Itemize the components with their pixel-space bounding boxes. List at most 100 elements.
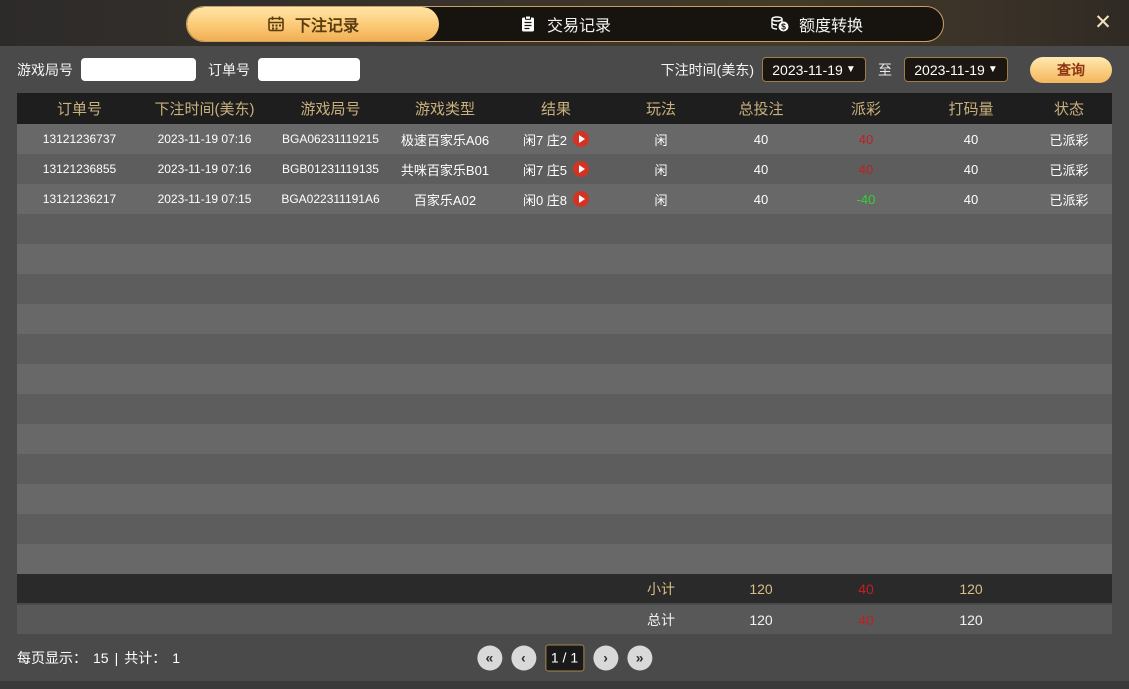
empty-cell bbox=[496, 454, 616, 484]
empty-cell bbox=[142, 274, 267, 304]
tab-label: 额度转换 bbox=[798, 18, 863, 35]
next-page-button[interactable]: › bbox=[593, 645, 619, 670]
empty-cell bbox=[816, 514, 916, 544]
empty-cell bbox=[17, 214, 142, 244]
table-header-row: 订单号 下注时间(美东) 游戏局号 游戏类型 结果 玩法 总投注 派彩 打码量 状态 bbox=[17, 93, 1112, 124]
prev-page-button[interactable]: ‹ bbox=[510, 645, 536, 670]
empty-cell bbox=[496, 394, 616, 424]
empty-cell bbox=[142, 304, 267, 334]
empty-cell bbox=[142, 244, 267, 274]
game-type-cell: 百家乐A02 bbox=[394, 184, 496, 214]
close-icon[interactable]: ✕ bbox=[1094, 11, 1112, 34]
order-no-cell: 13121236217 bbox=[17, 184, 142, 214]
page-info: 每页显示： 15 | 共计： 1 bbox=[17, 648, 180, 668]
payout-cell: 40 bbox=[816, 154, 916, 184]
separator: | bbox=[114, 649, 119, 666]
order-no-input[interactable] bbox=[258, 58, 360, 81]
date-from-select[interactable]: 2023-11-19 ▼ bbox=[762, 57, 866, 82]
empty-table-row bbox=[17, 274, 1112, 304]
empty-cell bbox=[496, 364, 616, 394]
empty-cell bbox=[616, 424, 706, 454]
order-no-cell: 13121236737 bbox=[17, 124, 142, 154]
empty-cell bbox=[916, 424, 1026, 454]
empty-cell bbox=[267, 244, 394, 274]
turnover-cell: 40 bbox=[916, 124, 1026, 154]
empty-cell bbox=[916, 514, 1026, 544]
game-type-cell: 极速百家乐A06 bbox=[394, 124, 496, 154]
date-from-value: 2023-11-19 bbox=[772, 61, 843, 78]
play-video-icon[interactable] bbox=[573, 191, 590, 207]
payout-cell: -40 bbox=[816, 184, 916, 214]
empty-cell bbox=[816, 364, 916, 394]
empty-cell bbox=[17, 394, 142, 424]
total-row: 总计 120 40 120 bbox=[17, 603, 1112, 634]
column-header: 下注时间(美东) bbox=[142, 93, 267, 124]
empty-cell bbox=[616, 274, 706, 304]
empty-table-row bbox=[17, 454, 1112, 484]
date-to-select[interactable]: 2023-11-19 ▼ bbox=[904, 57, 1008, 82]
per-page-value: 15 bbox=[93, 649, 109, 666]
status-cell: 已派彩 bbox=[1026, 124, 1112, 154]
empty-cell bbox=[616, 364, 706, 394]
tab-transaction-records[interactable]: 交易记录 bbox=[439, 7, 691, 41]
empty-cell bbox=[394, 484, 496, 514]
top-bar: 下注记录 交易记录 bbox=[0, 0, 1129, 46]
empty-cell bbox=[142, 364, 267, 394]
bet-records-table-wrap: 订单号 下注时间(美东) 游戏局号 游戏类型 结果 玩法 总投注 派彩 打码量 状态 131212… bbox=[17, 93, 1112, 634]
turnover-cell: 40 bbox=[916, 184, 1026, 214]
empty-cell bbox=[17, 514, 142, 544]
empty-cell bbox=[394, 274, 496, 304]
page-indicator: 1 / 1 bbox=[544, 644, 585, 671]
empty-cell bbox=[706, 364, 816, 394]
empty-cell bbox=[706, 394, 816, 424]
column-header: 状态 bbox=[1026, 93, 1112, 124]
order-no-label: 订单号 bbox=[208, 61, 250, 78]
tab-credit-conversion[interactable]: $ 额度转换 bbox=[691, 7, 943, 41]
empty-cell bbox=[706, 214, 816, 244]
bet-records-table: 订单号 下注时间(美东) 游戏局号 游戏类型 结果 玩法 总投注 派彩 打码量 状态 131212… bbox=[17, 93, 1112, 634]
empty-cell bbox=[706, 514, 816, 544]
calendar-icon bbox=[266, 14, 286, 34]
empty-cell bbox=[816, 244, 916, 274]
empty-cell bbox=[496, 484, 616, 514]
clipboard-icon bbox=[518, 14, 538, 34]
empty-cell bbox=[17, 454, 142, 484]
last-page-button[interactable]: » bbox=[627, 645, 653, 670]
game-round-input[interactable] bbox=[81, 58, 196, 81]
empty-cell bbox=[496, 304, 616, 334]
empty-cell bbox=[916, 334, 1026, 364]
play-video-icon[interactable] bbox=[573, 161, 590, 177]
empty-cell bbox=[706, 454, 816, 484]
empty-cell bbox=[142, 334, 267, 364]
empty-cell bbox=[142, 424, 267, 454]
order-no-cell: 13121236855 bbox=[17, 154, 142, 184]
empty-cell bbox=[916, 394, 1026, 424]
empty-cell bbox=[17, 304, 142, 334]
bottom-strip bbox=[0, 681, 1129, 689]
empty-table-row bbox=[17, 214, 1112, 244]
tab-bet-records[interactable]: 下注记录 bbox=[186, 7, 439, 41]
empty-cell bbox=[17, 544, 142, 574]
search-button[interactable]: 查询 bbox=[1030, 56, 1112, 83]
empty-cell bbox=[616, 334, 706, 364]
per-page-label: 每页显示： bbox=[17, 649, 87, 666]
empty-cell bbox=[267, 364, 394, 394]
play-video-icon[interactable] bbox=[573, 131, 590, 147]
svg-text:$: $ bbox=[781, 22, 786, 32]
column-header: 总投注 bbox=[706, 93, 816, 124]
empty-cell bbox=[496, 424, 616, 454]
empty-cell bbox=[267, 424, 394, 454]
result-cell: 闲0 庄8 bbox=[496, 184, 616, 214]
result-cell: 闲7 庄2 bbox=[496, 124, 616, 154]
result-cell: 闲7 庄5 bbox=[496, 154, 616, 184]
empty-cell bbox=[916, 304, 1026, 334]
empty-cell bbox=[142, 454, 267, 484]
empty-cell bbox=[616, 244, 706, 274]
empty-cell bbox=[616, 394, 706, 424]
empty-cell bbox=[1026, 274, 1112, 304]
first-page-button[interactable]: « bbox=[476, 645, 502, 670]
result-text: 闲7 庄5 bbox=[522, 162, 568, 178]
subtotal-turnover: 120 bbox=[916, 574, 1026, 604]
total-turnover: 120 bbox=[916, 603, 1026, 634]
empty-cell bbox=[706, 304, 816, 334]
